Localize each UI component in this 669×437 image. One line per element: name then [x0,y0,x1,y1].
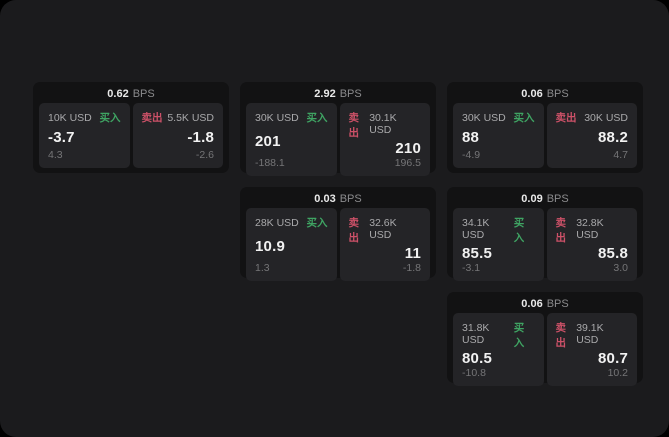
sell-sub-value: -2.6 [195,149,214,161]
quote-panels: 28K USD 买入 10.9 1.3 卖出 32.6K USD 11 -1.8 [246,208,430,281]
bps-value: 2.92 [314,88,336,100]
sell-price: 210 [395,140,421,157]
bps-value: 0.06 [521,298,543,310]
sell-price: 80.7 [598,350,628,367]
sell-panel[interactable]: 卖出 30.1K USD 210 196.5 [339,103,430,176]
sell-panel[interactable]: 卖出 39.1K USD 80.7 10.2 [546,313,637,386]
buy-size: 10K USD [48,112,92,124]
buy-sub-value: -10.8 [462,367,486,379]
sell-sub-value: -1.8 [402,262,421,274]
sell-size: 32.6K USD [369,217,397,241]
sell-sub-value: 10.2 [607,367,628,379]
quote-cards-grid: 0.62 BPS 10K USD 买入 -3.7 4.3 卖出 [33,82,643,386]
bps-value: 0.03 [314,193,336,205]
sell-size: 5.5K USD [167,112,214,124]
quote-card: 0.06 BPS 31.8K USD 买入 80.5 -10.8 卖出 [447,292,643,386]
quote-card: 0.06 BPS 30K USD 买入 88 -4.9 卖出 [447,82,643,173]
bps-unit-label: BPS [339,193,362,205]
quote-card: 0.62 BPS 10K USD 买入 -3.7 4.3 卖出 [33,82,229,173]
buy-panel[interactable]: 31.8K USD 买入 80.5 -10.8 [453,313,544,386]
buy-price: 10.9 [255,237,285,255]
sell-panel[interactable]: 卖出 32.6K USD 11 -1.8 [339,208,430,281]
buy-price: 88 [462,128,480,146]
sell-sub-value: 196.5 [394,157,421,169]
sell-side-label: 卖出 [141,112,163,124]
card-header: 0.03 BPS [246,190,430,208]
sell-size: 30.1K USD [369,112,397,136]
sell-size: 30K USD [584,112,628,124]
quote-panels: 34.1K USD 买入 85.5 -3.1 卖出 32.8K USD 85.8… [453,208,637,281]
buy-sub-value: -4.9 [462,149,481,161]
buy-side-label: 买入 [513,217,525,244]
sell-price: 85.8 [598,245,628,262]
buy-size: 30K USD [255,112,299,124]
buy-sub-value: 1.3 [255,262,270,274]
buy-panel[interactable]: 10K USD 买入 -3.7 4.3 [39,103,130,168]
sell-price: 11 [404,245,421,262]
buy-side-label: 买入 [99,112,121,124]
sell-panel[interactable]: 卖出 5.5K USD -1.8 -2.6 [132,103,223,168]
sell-panel[interactable]: 卖出 30K USD 88.2 4.7 [546,103,637,168]
buy-size: 28K USD [255,217,299,229]
card-header: 0.06 BPS [453,85,637,103]
quote-panels: 31.8K USD 买入 80.5 -10.8 卖出 39.1K USD 80.… [453,313,637,386]
quote-panels: 30K USD 买入 88 -4.9 卖出 30K USD 88.2 4.7 [453,103,637,168]
bps-value: 0.09 [521,193,543,205]
card-header: 0.09 BPS [453,190,637,208]
sell-sub-value: 3.0 [613,262,628,274]
buy-side-label: 买入 [306,112,328,124]
buy-size: 34.1K USD [462,217,490,241]
buy-panel[interactable]: 34.1K USD 买入 85.5 -3.1 [453,208,544,281]
sell-price: -1.8 [187,128,214,146]
quote-card: 0.03 BPS 28K USD 买入 10.9 1.3 卖出 [240,187,436,281]
buy-price: 201 [255,132,281,150]
buy-panel[interactable]: 30K USD 买入 201 -188.1 [246,103,337,176]
card-header: 2.92 BPS [246,85,430,103]
bps-value: 0.06 [521,88,543,100]
buy-side-label: 买入 [513,112,535,124]
sell-side-label: 卖出 [348,217,360,244]
card-header: 0.62 BPS [39,85,223,103]
buy-price: -3.7 [48,128,75,146]
sell-side-label: 卖出 [348,112,360,139]
buy-sub-value: 4.3 [48,149,63,161]
sell-side-label: 卖出 [555,112,577,124]
sell-sub-value: 4.7 [613,149,628,161]
quote-card: 0.09 BPS 34.1K USD 买入 85.5 -3.1 卖出 [447,187,643,281]
quote-panels: 30K USD 买入 201 -188.1 卖出 30.1K USD 210 1… [246,103,430,176]
buy-panel[interactable]: 28K USD 买入 10.9 1.3 [246,208,337,281]
buy-panel[interactable]: 30K USD 买入 88 -4.9 [453,103,544,168]
sell-price: 88.2 [598,128,628,146]
bps-unit-label: BPS [546,193,569,205]
buy-size: 30K USD [462,112,506,124]
sell-side-label: 卖出 [555,322,567,349]
buy-sub-value: -3.1 [462,262,481,274]
buy-size: 31.8K USD [462,322,490,346]
quote-panels: 10K USD 买入 -3.7 4.3 卖出 5.5K USD -1.8 -2.… [39,103,223,168]
sell-size: 32.8K USD [576,217,604,241]
sell-side-label: 卖出 [555,217,567,244]
bps-unit-label: BPS [546,298,569,310]
buy-price: 85.5 [462,245,492,262]
bps-unit-label: BPS [339,88,362,100]
sell-panel[interactable]: 卖出 32.8K USD 85.8 3.0 [546,208,637,281]
card-header: 0.06 BPS [453,295,637,313]
buy-side-label: 买入 [513,322,525,349]
buy-price: 80.5 [462,350,492,367]
bps-value: 0.62 [107,88,129,100]
bps-unit-label: BPS [132,88,155,100]
bps-unit-label: BPS [546,88,569,100]
buy-sub-value: -188.1 [255,157,285,169]
sell-size: 39.1K USD [576,322,604,346]
buy-side-label: 买入 [306,217,328,229]
quote-card: 2.92 BPS 30K USD 买入 201 -188.1 卖出 [240,82,436,176]
